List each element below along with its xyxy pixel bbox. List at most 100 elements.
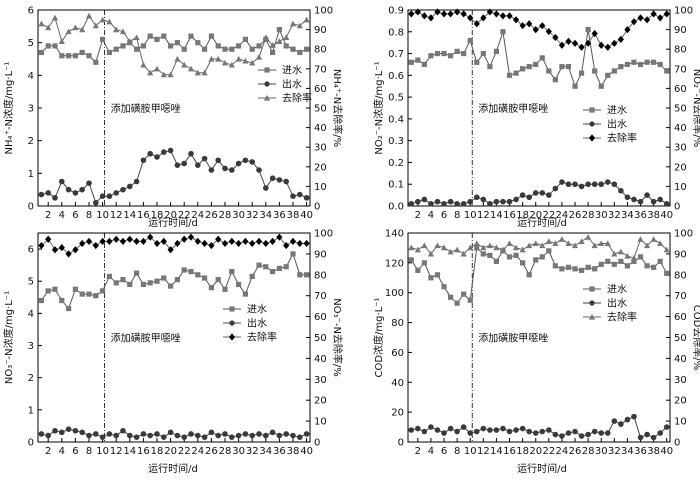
y-left-tick-label: 3 <box>28 104 34 115</box>
legend-marker <box>229 320 235 326</box>
data-point <box>454 246 461 253</box>
data-point <box>591 181 598 188</box>
x-tick-label: 2 <box>45 446 51 457</box>
x-tick-label: 16 <box>137 446 150 457</box>
data-point <box>113 190 119 196</box>
y-left-tick-label: 120 <box>385 258 404 269</box>
data-point <box>99 193 106 199</box>
data-point <box>297 49 303 56</box>
data-point <box>45 190 51 196</box>
data-point <box>174 55 181 62</box>
data-point <box>167 71 174 78</box>
data-point <box>454 300 460 306</box>
data-point <box>447 10 454 18</box>
data-point <box>585 264 591 270</box>
data-point <box>100 36 106 42</box>
y-left-tick-label: 3 <box>28 341 34 352</box>
data-point <box>38 191 45 198</box>
x-axis-title-top-right: 运行时间/d <box>517 216 567 229</box>
legend-label: 去除率 <box>282 92 312 105</box>
data-point <box>650 236 657 242</box>
data-point <box>249 239 256 248</box>
x-tick-label: 14 <box>490 210 503 221</box>
data-point <box>520 66 526 72</box>
data-point <box>434 8 441 16</box>
data-point <box>222 431 228 437</box>
y-right-tick-label: 30 <box>674 375 687 386</box>
data-point <box>256 431 262 437</box>
data-point <box>474 59 480 65</box>
data-point <box>487 64 493 70</box>
y-left-tick-label: 1 <box>28 169 34 180</box>
y-right-tick-label: 40 <box>314 123 327 134</box>
data-point <box>473 428 480 435</box>
x-tick-label: 26 <box>569 210 582 221</box>
data-point <box>202 275 208 281</box>
data-point <box>506 240 513 247</box>
data-point <box>650 198 657 205</box>
data-point <box>215 235 222 243</box>
data-point <box>229 167 235 173</box>
data-point <box>188 268 194 275</box>
data-point <box>440 10 448 18</box>
data-point <box>208 241 215 250</box>
chart-panel-cod: 0 20 40 60 80 100 120 140 0 10 20 30 40 50 60 70 80 90 100… <box>372 229 700 458</box>
x-tick-label: 32 <box>246 210 259 221</box>
data-point <box>120 277 126 283</box>
series-line <box>410 246 668 304</box>
data-point <box>106 193 113 199</box>
data-point <box>631 196 637 203</box>
x-tick-label: 22 <box>178 210 191 221</box>
data-point <box>493 258 500 264</box>
data-point <box>447 294 454 300</box>
data-point <box>161 275 167 281</box>
data-point <box>133 237 140 245</box>
data-point <box>643 242 651 249</box>
data-point <box>546 192 552 198</box>
data-point <box>181 61 188 68</box>
data-point <box>571 242 579 249</box>
legend-marker <box>589 121 595 127</box>
data-point <box>467 37 473 44</box>
x-tick-label: 18 <box>516 446 529 457</box>
data-point <box>134 46 140 52</box>
data-point <box>565 240 572 247</box>
data-point <box>408 257 414 263</box>
data-point <box>140 157 147 164</box>
data-point <box>45 43 51 49</box>
series-line <box>411 181 668 205</box>
data-point <box>52 43 58 49</box>
x-tick-label: 14 <box>123 210 136 221</box>
data-point <box>558 236 566 242</box>
data-point <box>624 61 631 68</box>
x-tick-label: 24 <box>556 446 569 457</box>
data-point <box>657 61 663 68</box>
x-tick-label: 22 <box>542 446 555 457</box>
data-point <box>167 429 174 436</box>
data-point <box>119 28 127 35</box>
legend-marker <box>589 300 595 306</box>
y-right-tick-label: 30 <box>314 143 327 154</box>
x-tick-label: 24 <box>556 210 569 221</box>
y-left-tick-label: 0 <box>28 202 34 213</box>
data-point <box>526 272 532 278</box>
x-tick-label: 32 <box>608 446 621 457</box>
data-point <box>604 240 611 247</box>
data-point <box>519 22 526 30</box>
data-point <box>215 55 222 62</box>
x-tick-label: 30 <box>232 210 245 221</box>
data-point <box>526 428 532 435</box>
data-point <box>256 43 262 49</box>
legend-label: 进水 <box>247 304 267 316</box>
data-point <box>202 46 208 52</box>
data-point <box>222 286 228 292</box>
x-tick-label: 10 <box>464 210 477 221</box>
data-point <box>624 194 631 201</box>
data-point <box>195 162 201 168</box>
series-effluent <box>408 179 670 207</box>
data-point <box>637 61 644 68</box>
data-point <box>427 250 435 257</box>
y-left-axis-label: COD浓度/mg·L⁻¹ <box>372 297 385 377</box>
